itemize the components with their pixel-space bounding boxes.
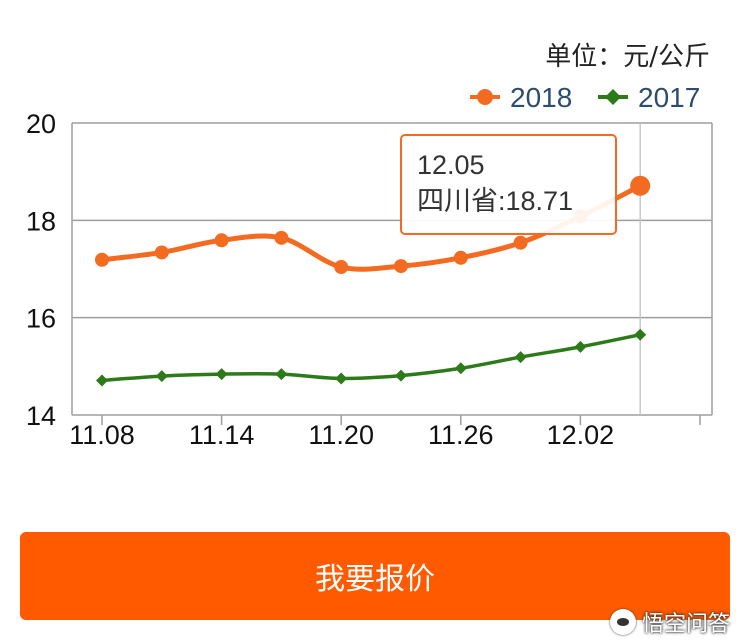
point-2017-12.05[interactable]	[634, 328, 647, 341]
point-2017-11.11[interactable]	[155, 370, 168, 383]
point-2017-11.23[interactable]	[395, 369, 407, 382]
watermark-text: 悟空问答	[641, 612, 730, 637]
legend-2017-label: 2017	[638, 82, 700, 113]
point-2018-11.08[interactable]	[95, 252, 109, 267]
point-2017-11.14[interactable]	[215, 368, 228, 381]
legend-2017-marker	[605, 89, 621, 105]
tooltip-box	[400, 134, 617, 235]
watermark: 悟空问答	[609, 606, 730, 638]
x-tick-11-26: 11.26	[428, 420, 494, 450]
y-tick-20: 20	[26, 109, 56, 139]
point-2018-11.29[interactable]	[513, 235, 528, 250]
x-tick-11-08: 11.08	[69, 420, 135, 450]
y-tick-18: 18	[26, 206, 56, 236]
point-2017-12.02[interactable]	[574, 340, 587, 353]
point-2018-12.05[interactable]	[630, 175, 651, 196]
point-2018-11.17[interactable]	[274, 230, 289, 245]
y-tick-16: 16	[26, 304, 56, 334]
point-2017-11.29[interactable]	[514, 351, 527, 364]
point-2017-11.26[interactable]	[454, 362, 467, 375]
point-2018-11.20[interactable]	[334, 260, 349, 275]
point-2017-11.08[interactable]	[96, 374, 108, 387]
tooltip-value: 四川省:18.71	[417, 186, 573, 216]
point-2018-11.14[interactable]	[214, 233, 229, 248]
line-chart: 14 16 18 20 11.08 11.14 11.20 11.26 12.02 2018 201…	[26, 82, 713, 450]
x-tick-12-02: 12.02	[547, 420, 615, 450]
quote-button[interactable]: 我要报价	[20, 532, 730, 620]
unit-label: 单位：元/公斤	[545, 42, 710, 72]
point-2017-11.17[interactable]	[275, 368, 288, 381]
x-tick-11-20: 11.20	[308, 420, 374, 450]
point-2018-11.11[interactable]	[154, 245, 169, 260]
x-tick-11-14: 11.14	[189, 420, 255, 450]
legend-2018-marker	[477, 89, 493, 105]
series-line-2017	[101, 332, 641, 383]
point-2017-11.20[interactable]	[335, 372, 348, 385]
wukong-logo-icon	[609, 609, 636, 635]
y-tick-14: 14	[26, 401, 56, 431]
legend-2018-label: 2018	[510, 82, 572, 113]
tooltip-date: 12.05	[417, 150, 485, 180]
point-2018-11.23[interactable]	[394, 259, 408, 274]
point-2018-11.26[interactable]	[453, 250, 468, 265]
